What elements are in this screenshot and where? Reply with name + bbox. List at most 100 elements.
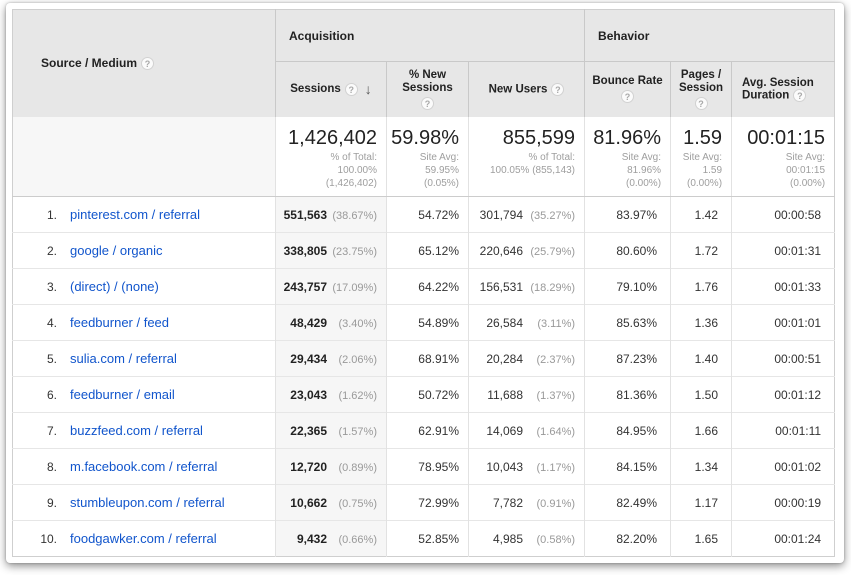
- row-rank: 3.: [46, 280, 57, 294]
- totals-sessions: 1,426,402 % of Total: 100.00% (1,426,402…: [275, 116, 387, 197]
- pct-new-sessions-value: 78.95%: [418, 459, 459, 474]
- row-rank: 8.: [46, 460, 57, 474]
- pct-new-sessions-total-note: Site Avg: 59.95% (0.05%): [419, 151, 459, 189]
- source-medium-link[interactable]: m.facebook.com / referral: [70, 459, 218, 474]
- column-header-pages-session[interactable]: Pages / Session ?: [670, 61, 732, 117]
- pages-session-value: 1.42: [694, 207, 719, 222]
- pages-session-cell: 1.36: [670, 304, 732, 341]
- help-icon[interactable]: ?: [421, 96, 434, 110]
- avg-session-duration-value: 00:01:33: [774, 279, 822, 294]
- sessions-percent: (1.62%): [338, 389, 377, 402]
- avg-session-duration-value: 00:01:24: [774, 531, 822, 546]
- new-users-percent: (1.17%): [536, 461, 576, 474]
- pct-new-sessions-cell: 50.72%: [386, 376, 469, 413]
- totals-pct-new-sessions: 59.98% Site Avg: 59.95% (0.05%): [386, 116, 469, 197]
- help-icon[interactable]: ?: [621, 90, 635, 104]
- totals-row: 1,426,402 % of Total: 100.00% (1,426,402…: [12, 116, 835, 197]
- sessions-value: 551,563: [283, 207, 327, 222]
- sort-descending-icon[interactable]: ↓: [364, 81, 372, 98]
- help-icon[interactable]: ?: [551, 82, 565, 96]
- source-medium-link[interactable]: (direct) / (none): [70, 279, 159, 294]
- column-header-sessions[interactable]: Sessions? ↓: [275, 61, 387, 117]
- avg-session-duration-value: 00:00:51: [774, 351, 822, 366]
- avg-session-duration-cell: 00:01:31: [731, 232, 835, 269]
- avg-session-duration-cell: 00:01:12: [731, 376, 835, 413]
- source-medium-link[interactable]: pinterest.com / referral: [70, 207, 201, 222]
- pct-new-sessions-cell: 54.89%: [386, 304, 469, 341]
- pages-session-value: 1.66: [694, 423, 719, 438]
- source-medium-cell: 5. sulia.com / referral: [12, 340, 276, 377]
- bounce-rate-value: 82.49%: [616, 495, 658, 510]
- row-rank: 10.: [40, 532, 57, 546]
- column-header-new-users[interactable]: New Users?: [467, 61, 585, 117]
- pct-new-sessions-cell: 68.91%: [386, 340, 469, 377]
- sessions-percent: (1.57%): [338, 425, 377, 438]
- bounce-rate-value: 87.23%: [616, 351, 658, 366]
- totals-dimension-cell: [12, 116, 276, 197]
- totals-avg-session-duration: 00:01:15 Site Avg: 00:01:15 (0.00%): [731, 116, 835, 197]
- help-icon[interactable]: ?: [344, 82, 358, 96]
- source-medium-link[interactable]: feedburner / email: [70, 387, 175, 402]
- sessions-cell: 9,432 (0.66%): [275, 520, 387, 557]
- table-row: 10. foodgawker.com / referral 9,432 (0.66%…: [12, 520, 835, 557]
- avg-session-duration-value: 00:01:02: [774, 459, 822, 474]
- pages-session-label: Pages / Session: [678, 68, 724, 94]
- new-users-cell: 301,794 (35.27%): [467, 196, 585, 233]
- new-users-value: 10,043: [486, 459, 524, 474]
- pct-new-sessions-value: 62.91%: [418, 423, 459, 438]
- row-rank: 5.: [46, 352, 57, 366]
- table-row: 3. (direct) / (none) 243,757 (17.09%) 64.2…: [12, 268, 835, 305]
- pct-new-sessions-value: 54.72%: [418, 207, 459, 222]
- table-row: 8. m.facebook.com / referral 12,720 (0.89%…: [12, 448, 835, 485]
- sessions-cell: 551,563 (38.67%): [275, 196, 387, 233]
- bounce-rate-value: 82.20%: [616, 531, 658, 546]
- sessions-value: 338,805: [283, 243, 327, 258]
- source-medium-link[interactable]: sulia.com / referral: [70, 351, 177, 366]
- source-medium-link[interactable]: stumbleupon.com / referral: [70, 495, 225, 510]
- help-icon[interactable]: ?: [694, 96, 708, 110]
- avg-session-duration-value: 00:01:31: [774, 243, 822, 258]
- help-icon[interactable]: ?: [141, 57, 155, 71]
- help-icon[interactable]: ?: [793, 88, 807, 102]
- source-medium-label: Source / Medium: [41, 56, 138, 71]
- pct-new-sessions-value: 54.89%: [418, 315, 459, 330]
- totals-bounce-rate: 81.96% Site Avg: 81.96% (0.00%): [584, 116, 671, 197]
- pages-session-cell: 1.72: [670, 232, 732, 269]
- pages-session-value: 1.50: [694, 387, 719, 402]
- avg-session-duration-cell: 00:01:33: [731, 268, 835, 305]
- column-header-pct-new-sessions[interactable]: % New Sessions ?: [386, 61, 469, 117]
- pct-new-sessions-value: 72.99%: [418, 495, 459, 510]
- new-users-percent: (0.58%): [536, 533, 576, 546]
- column-header-avg-session-duration[interactable]: Avg. Session Duration?: [731, 61, 835, 117]
- bounce-rate-value: 80.60%: [616, 243, 658, 258]
- sessions-value: 22,365: [290, 423, 327, 438]
- source-medium-link[interactable]: feedburner / feed: [70, 315, 170, 330]
- table-row: 2. google / organic 338,805 (23.75%) 65.12…: [12, 232, 835, 269]
- sessions-label: Sessions: [290, 83, 341, 96]
- source-medium-link[interactable]: buzzfeed.com / referral: [70, 423, 203, 438]
- group-header-behavior: Behavior: [584, 9, 835, 62]
- sessions-cell: 29,434 (2.06%): [275, 340, 387, 377]
- bounce-rate-value: 79.10%: [616, 279, 658, 294]
- bounce-rate-cell: 81.36%: [584, 376, 671, 413]
- new-users-value: 156,531: [479, 279, 524, 294]
- table-row: 9. stumbleupon.com / referral 10,662 (0.75…: [12, 484, 835, 521]
- source-medium-cell: 10. foodgawker.com / referral: [12, 520, 276, 557]
- row-rank: 7.: [46, 424, 57, 438]
- pct-new-sessions-cell: 64.22%: [386, 268, 469, 305]
- column-header-source-medium[interactable]: Source / Medium?: [12, 9, 276, 117]
- new-users-value: 301,794: [479, 207, 524, 222]
- pages-session-value: 1.65: [694, 531, 719, 546]
- sessions-percent: (0.66%): [338, 533, 377, 546]
- avg-session-duration-total-note: Site Avg: 00:01:15 (0.00%): [785, 151, 826, 189]
- bounce-rate-value: 84.15%: [616, 459, 658, 474]
- column-header-bounce-rate[interactable]: Bounce Rate ?: [584, 61, 671, 117]
- source-medium-link[interactable]: google / organic: [70, 243, 163, 258]
- source-medium-link[interactable]: foodgawker.com / referral: [70, 531, 217, 546]
- new-users-total-note: % of Total: 100.05% (855,143): [489, 151, 576, 176]
- bounce-rate-label: Bounce Rate: [592, 75, 663, 88]
- pages-session-value: 1.76: [694, 279, 719, 294]
- new-users-percent: (2.37%): [536, 353, 576, 366]
- totals-pages-session: 1.59 Site Avg: 1.59 (0.00%): [670, 116, 732, 197]
- pages-session-cell: 1.65: [670, 520, 732, 557]
